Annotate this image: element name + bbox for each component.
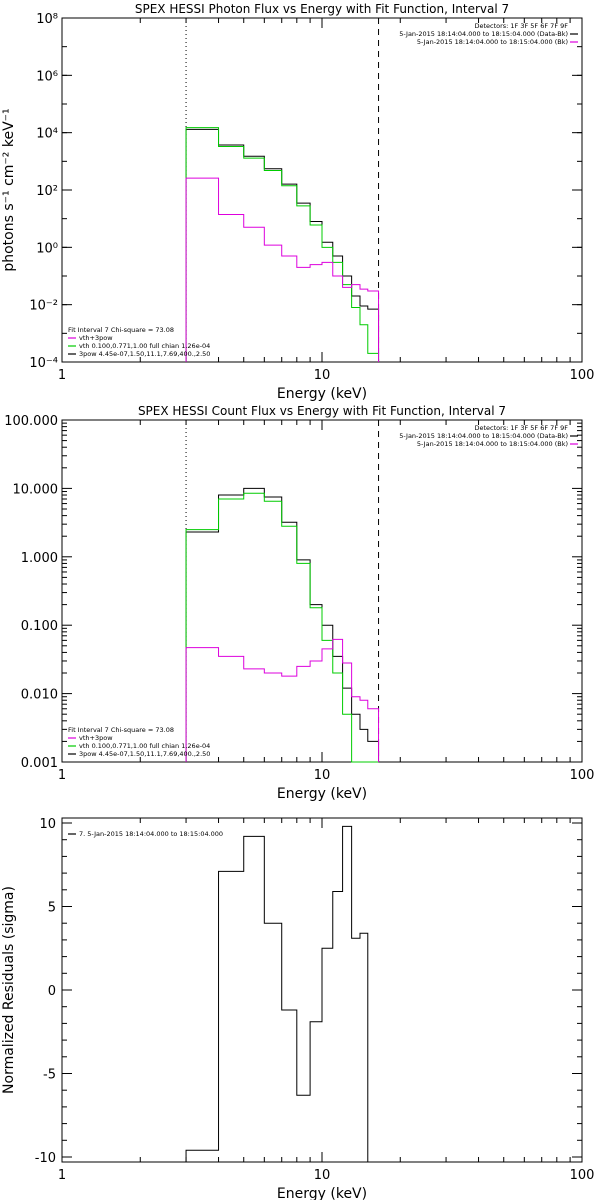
- legend-left-entry: 3pow 4.45e-07,1.50,11.1,7.69,400.,2.50: [79, 350, 210, 358]
- series-3-histogram: [185, 177, 380, 362]
- legend-right-entry: 5-Jan-2015 18:14:04.000 to 18:15:04.000 …: [417, 38, 568, 46]
- y-tick-label: -5: [43, 1067, 56, 1082]
- y-tick-label: 10⁸: [36, 12, 58, 27]
- chart-panel-3: 1 10 100 Energy (keV) -10 -5 0 5 10 Normalized Re…: [1, 817, 594, 1200]
- y-tick-label: 10⁻²: [29, 299, 58, 314]
- plot-frame: [61, 419, 583, 763]
- x-tick-label: 1: [58, 368, 66, 383]
- legend-right-entry: 5-Jan-2015 18:14:04.000 to 18:15:04.000 …: [417, 440, 568, 448]
- legend-left-entry: vth+3pow: [79, 734, 113, 742]
- y-axis-label: Normalized Residuals (sigma): [1, 886, 17, 1094]
- y-tick-label: 10⁶: [36, 69, 58, 84]
- y-tick-label: -10: [35, 1151, 56, 1166]
- chart-panel-2: SPEX HESSI Count Flux vs Energy with Fit…: [4, 404, 594, 802]
- series-3-histogram: [185, 638, 380, 762]
- x-tick-label: 10: [314, 768, 331, 783]
- legend-left-entry: Fit Interval 7 Chi-square = 73.08: [68, 726, 174, 734]
- y-tick-label: 10.000: [13, 482, 59, 497]
- y-tick-label: 100.000: [4, 414, 58, 429]
- series-2-histogram: [185, 127, 380, 362]
- legend-left-entry: 3pow 4.45e-07,1.50,11.1,7.69,400.,2.50: [79, 750, 210, 758]
- chart-panel-1: SPEX HESSI Photon Flux vs Energy with Fi…: [1, 2, 594, 402]
- y-tick-label: 1.000: [21, 551, 58, 566]
- x-axis-label: Energy (keV): [277, 1186, 367, 1200]
- series-1-histogram: [185, 128, 380, 362]
- legend-left-entry: vth+3pow: [79, 334, 113, 342]
- y-tick-label: 0: [48, 984, 56, 999]
- x-tick-label: 10: [314, 1168, 331, 1183]
- y-tick-label: 0.100: [21, 619, 58, 634]
- legend-left-entry: Fit Interval 7 Chi-square = 73.08: [68, 326, 174, 334]
- x-tick-label: 100: [570, 768, 595, 783]
- y-tick-label: 10⁻⁴: [29, 356, 58, 371]
- series-1-histogram: [185, 487, 380, 762]
- x-tick-label: 1: [58, 1168, 66, 1183]
- x-tick-label: 100: [570, 1168, 595, 1183]
- y-tick-label: 10: [39, 817, 56, 832]
- chart-title: SPEX HESSI Count Flux vs Energy with Fit…: [138, 404, 506, 418]
- y-tick-label: 10⁴: [36, 127, 58, 142]
- x-axis-label: Energy (keV): [277, 786, 367, 802]
- x-tick-label: 10: [314, 368, 331, 383]
- y-tick-label: 10⁰: [36, 241, 58, 256]
- y-tick-label: 10²: [36, 184, 58, 199]
- legend-left-entry: vth 0.100,0.771,1.00 full chian 1.26e-04: [79, 342, 210, 350]
- legend-right-entry: 5-Jan-2015 18:14:04.000 to 18:15:04.000 …: [399, 30, 568, 38]
- x-tick-label: 1: [58, 768, 66, 783]
- series-1-histogram: [185, 825, 379, 1163]
- y-tick-label: 5: [48, 901, 56, 916]
- legend-right-entry: 5-Jan-2015 18:14:04.000 to 18:15:04.000 …: [399, 432, 568, 440]
- legend-right-entry: Detectors: 1F 3F 5F 6F 7F 9F: [474, 22, 568, 30]
- legend-left-entry: 7. 5-Jan-2015 18:14:04.000 to 18:15:04.0…: [79, 830, 223, 838]
- legend-right-entry: Detectors: 1F 3F 5F 6F 7F 9F: [474, 424, 568, 432]
- series-2-histogram: [185, 492, 379, 763]
- legend-left-entry: vth 0.100,0.771,1.00 full chian 1.26e-04: [79, 742, 210, 750]
- x-tick-label: 100: [570, 368, 595, 383]
- chart-title: SPEX HESSI Photon Flux vs Energy with Fi…: [135, 2, 509, 16]
- x-axis-label: Energy (keV): [277, 386, 367, 402]
- y-tick-label: 0.010: [21, 688, 58, 703]
- y-tick-label: 0.001: [21, 756, 58, 771]
- y-axis-label: photons s⁻¹ cm⁻² keV⁻¹: [1, 108, 17, 271]
- plot-frame: [61, 17, 583, 363]
